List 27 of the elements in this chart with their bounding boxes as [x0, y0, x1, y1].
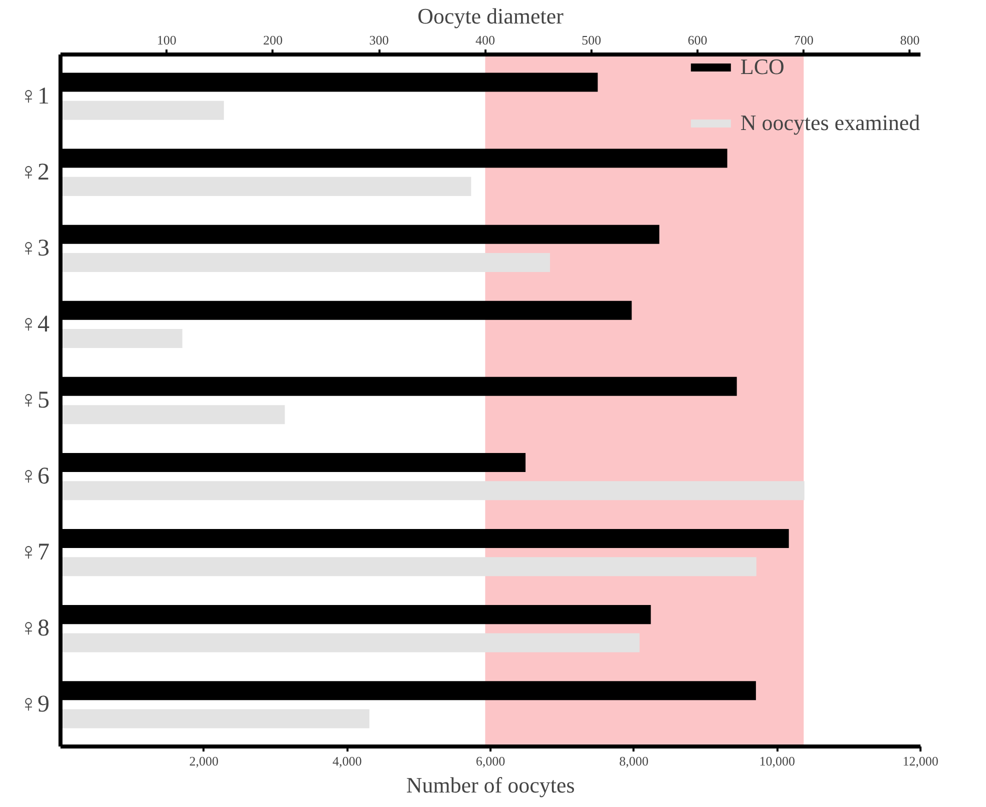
x-tick-label: 6,000 — [476, 754, 506, 768]
y-tick-label: ♀4 — [20, 311, 50, 338]
x-tick-label: 8,000 — [619, 754, 648, 768]
x-tick-label: 4,000 — [332, 754, 362, 768]
legend-label: N oocytes examined — [740, 110, 920, 136]
x-tick-label: 10,000 — [759, 754, 796, 768]
y-tick-label: ♀2 — [20, 159, 50, 186]
x2-tick-label: 600 — [688, 32, 708, 48]
x2-tick-label: 200 — [263, 32, 283, 48]
y-tick-label: ♀5 — [20, 388, 50, 414]
y-tick-label: ♀8 — [20, 616, 50, 642]
x2-tick-label: 500 — [582, 32, 602, 48]
legend-label: LCO — [740, 54, 784, 80]
x-axis-title: Number of oocytes — [406, 772, 575, 798]
y-tick-label: ♀7 — [20, 540, 50, 566]
x2-tick-label: 400 — [475, 32, 495, 48]
x-tick-label: 12,000 — [902, 754, 938, 768]
x2-tick-label: 800 — [900, 32, 920, 48]
x2-tick-label: 100 — [156, 32, 176, 48]
y-tick-label: ♀6 — [20, 464, 50, 490]
y-tick-label: ♀9 — [20, 692, 50, 718]
x2-tick-label: 700 — [794, 32, 814, 48]
y-tick-label: ♀1 — [20, 83, 50, 110]
x2-axis-title: Oocyte diameter — [418, 4, 564, 28]
x-tick-label: 2,000 — [189, 754, 218, 768]
y-tick-label: ♀3 — [20, 235, 50, 262]
x2-tick-label: 300 — [369, 32, 389, 48]
